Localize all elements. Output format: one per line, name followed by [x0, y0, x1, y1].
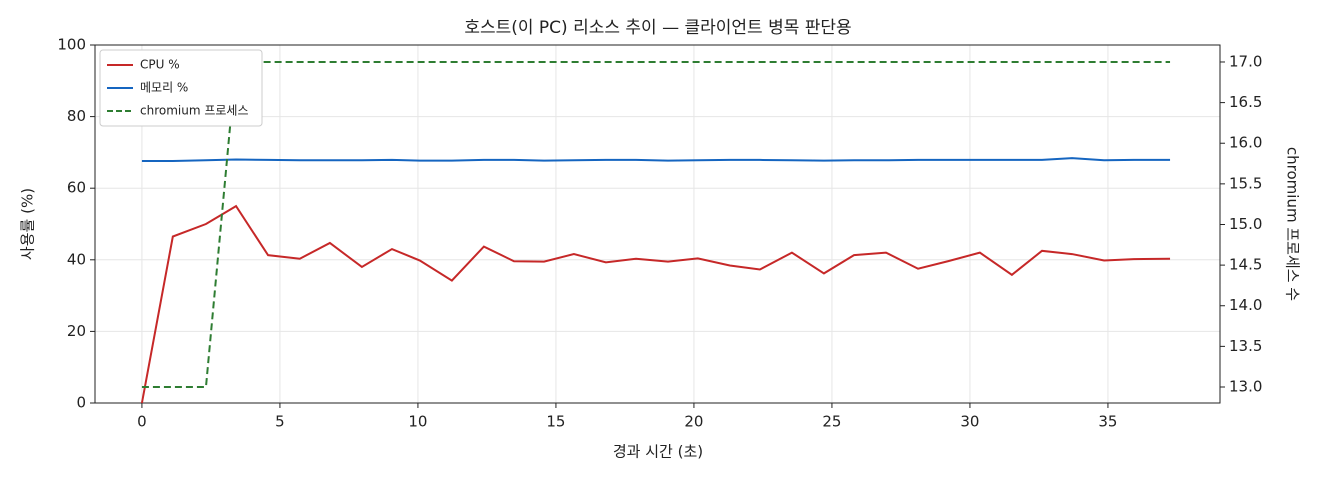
legend: CPU % 메모리 % chromium 프로세스 — [99, 49, 263, 127]
y2-tick-label: 15.0 — [1229, 215, 1262, 233]
y2-tick-label: 14.0 — [1229, 296, 1262, 314]
legend-label: 메모리 % — [140, 81, 188, 95]
y-tick-label: 0 — [76, 394, 86, 412]
x-tick-label: 20 — [684, 413, 703, 431]
y2-tick-label: 16.5 — [1229, 93, 1262, 111]
legend-label: chromium 프로세스 — [140, 104, 249, 118]
x-tick-label: 15 — [546, 413, 565, 431]
line — [140, 204, 1171, 404]
y2-tick-label: 13.5 — [1229, 337, 1262, 355]
y-tick-label: 20 — [67, 322, 86, 340]
y-tick-label: 60 — [67, 179, 86, 197]
x-tick-label: 0 — [137, 413, 147, 431]
y-tick-label: 100 — [57, 36, 86, 54]
x-tick-label: 25 — [822, 413, 841, 431]
y2-tick-label: 17.0 — [1229, 52, 1262, 70]
legend-frame — [99, 49, 263, 127]
y-axis-label: 사용률 (%) — [19, 188, 37, 260]
y2-tick-label: 13.0 — [1229, 377, 1262, 395]
y2-tick-label: 15.5 — [1229, 174, 1262, 192]
y2-tick-label: 14.5 — [1229, 256, 1262, 274]
chart-title: 호스트(이 PC) 리소스 추이 — 클라이언트 병목 판단용 — [464, 18, 851, 38]
legend-label: CPU % — [140, 58, 180, 72]
y2-axis-label: chromium 프로세스 수 — [1284, 147, 1302, 301]
x-tick-label: 10 — [408, 413, 427, 431]
y2-tick-label: 16.0 — [1229, 134, 1262, 152]
line — [141, 60, 1171, 388]
y-tick-label: 40 — [67, 250, 86, 268]
x-tick-label: 30 — [960, 413, 979, 431]
plot-frame — [94, 44, 1221, 404]
line — [141, 157, 1171, 162]
x-tick-label: 5 — [275, 413, 285, 431]
x-axis-label: 경과 시간 (초) — [613, 443, 703, 461]
y-tick-label: 80 — [67, 107, 86, 125]
x-tick-label: 35 — [1098, 413, 1117, 431]
